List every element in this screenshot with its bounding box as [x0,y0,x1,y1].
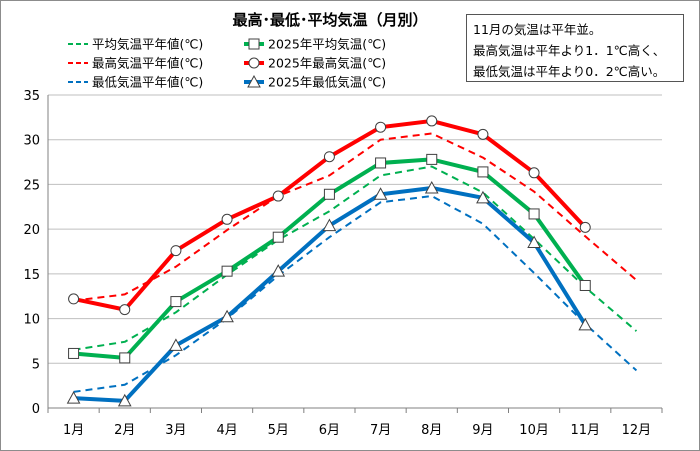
series-line [73,118,587,312]
summary-note: 11月の気温は平年並。 最高気温は平年より1．1℃高く、 最低気温は平年より0．… [466,14,684,82]
x-tick-label: 6月 [319,423,340,438]
legend-label: 最高気温平年値(℃) [92,56,203,71]
square-marker [426,153,438,165]
legend-label: 2025年最高気温(℃) [268,56,386,71]
triangle-marker [169,338,183,351]
x-tick-label: 9月 [472,423,493,438]
x-tick-label: 7月 [370,423,391,438]
legend-label: 2025年平均気温(℃) [268,37,386,52]
legend-item: 最高気温平年値(℃) [68,56,203,71]
note-line: 最低気温は平年より0．2℃高い。 [473,64,666,79]
triangle-marker [117,393,132,407]
y-tick-label: 30 [23,134,40,149]
triangle-marker [424,180,439,194]
series-2 [73,132,638,302]
y-tick-label: 0 [32,402,40,417]
x-tick-label: 11月 [570,423,600,438]
gridlines [48,94,662,364]
square-marker [272,231,284,243]
legend: 平均気温平年値(℃) 2025年平均気温(℃) 最高気温平年値(℃) 2025年最高気… [68,37,386,90]
x-tick-label: 3月 [165,423,186,438]
circle-marker [221,213,233,225]
square-marker [221,265,233,277]
triangle-marker [373,187,388,200]
y-tick-label: 10 [23,313,40,328]
x-tick-label: 2月 [114,423,135,438]
series-1 [68,153,591,364]
legend-item: 2025年最低気温(℃) [244,75,386,90]
triangle-marker [247,74,261,88]
square-marker [68,347,80,359]
circle-marker [119,304,131,316]
square-marker [170,296,182,308]
series-line [73,132,638,302]
circle-marker [477,128,489,140]
x-tick-label: 4月 [216,423,237,438]
legend-item: 2025年最高気温(℃) [244,56,386,71]
series-0 [73,165,638,351]
triangle-marker [476,190,490,204]
chart-title: 最高･最低･平均気温（月別） [232,11,427,29]
circle-marker [375,121,387,133]
circle-marker [323,151,335,163]
series-4 [73,195,638,393]
circle-marker [170,245,182,257]
triangle-marker [322,218,337,232]
series-3 [68,115,591,316]
x-tick-label: 12月 [622,423,652,438]
series-5 [66,180,593,407]
legend-label: 2025年最低気温(℃) [268,75,386,90]
series-line [73,195,638,393]
circle-marker [579,221,591,233]
square-marker [323,188,335,200]
legend-item: 最低気温平年値(℃) [68,75,203,90]
triangle-marker [578,317,593,331]
square-marker [579,279,591,291]
circle-marker [68,293,80,305]
y-tick-label: 20 [23,223,40,238]
y-tick-label: 5 [32,357,40,372]
y-tick-label: 35 [23,89,40,104]
square-marker [528,208,540,220]
square-marker [119,352,131,364]
x-tick-label: 1月 [63,423,84,438]
y-tick-label: 25 [23,178,40,193]
series-lines [66,115,638,407]
legend-item: 2025年平均気温(℃) [244,37,386,52]
square-marker [375,157,387,169]
circle-marker [528,167,540,179]
triangle-marker [527,235,541,249]
legend-label: 平均気温平年値(℃) [92,37,203,52]
axes: 0 5 10 15 20 25 30 35 1月 2月 3月 4月 5月 6月 7月 8月 9月 10月 11月 12… [23,89,663,438]
circle-marker [426,115,438,127]
triangle-marker [66,391,81,404]
x-tick-label: 10月 [519,423,549,438]
triangle-marker [220,309,234,323]
square-marker [477,166,489,178]
legend-item: 平均気温平年値(℃) [68,37,203,52]
note-line: 最高気温は平年より1．1℃高く、 [473,43,666,58]
legend-label: 最低気温平年値(℃) [92,75,203,90]
triangle-marker [271,264,286,277]
circle-marker [272,190,284,202]
y-tick-label: 15 [23,268,40,283]
x-tick-label: 5月 [268,423,289,438]
note-line: 11月の気温は平年並。 [473,22,602,37]
square-marker [248,38,260,50]
x-tick-label: 8月 [421,423,442,438]
series-line [73,165,638,351]
circle-marker [248,57,260,69]
